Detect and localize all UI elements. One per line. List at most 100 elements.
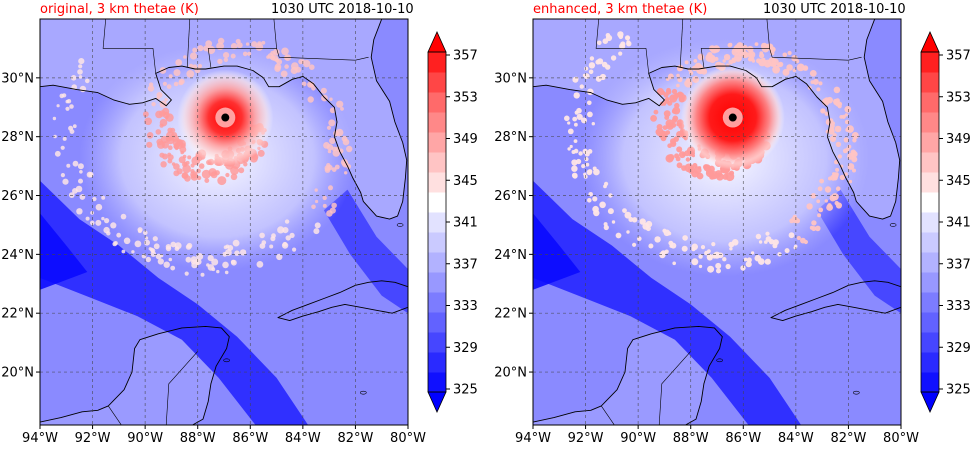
left-panel-time: 1030 UTC 2018-10-10	[271, 2, 414, 17]
cuba-coastline	[770, 280, 901, 322]
colorbar-tick-label: 341	[453, 216, 478, 231]
colorbar-bin	[921, 72, 939, 93]
colorbar-over-arrow	[427, 31, 447, 53]
colorbar-bin	[921, 332, 939, 353]
right-panel-title: enhanced, 3 km thetae (K)	[533, 2, 708, 17]
x-tick-label: 86°W	[232, 431, 268, 446]
colorbar-under-arrow	[920, 391, 940, 413]
y-tick-label: 22°N	[494, 307, 527, 322]
right-map-panel: 94°W 92°W 90°W 88°W 86°W 84°W 82°W 80°W 20°N 22°N…	[494, 18, 919, 446]
x-tick-label: 94°W	[22, 431, 58, 446]
x-tick-label: 90°W	[127, 431, 163, 446]
colorbar-tick-label: 333	[946, 299, 971, 314]
colorbar-over-arrow	[920, 31, 940, 53]
right-colorbar: 325 329 333 337 341 345 349 353 357	[920, 31, 971, 413]
colorbar-tick-label: 349	[946, 132, 971, 147]
colorbar-bin	[921, 192, 939, 213]
y-tick-label: 30°N	[494, 71, 527, 86]
left-colorbar: 325 329 333 337 341 345 349 353 357	[427, 31, 478, 413]
y-tick-label: 20°N	[1, 366, 34, 381]
colorbar-tick-label: 345	[453, 174, 478, 189]
y-tick-label: 22°N	[1, 307, 34, 322]
x-tick-label: 84°W	[285, 431, 321, 446]
y-tick-label: 24°N	[494, 248, 527, 263]
y-tick-label: 24°N	[1, 248, 34, 263]
y-tick-label: 28°N	[1, 130, 34, 145]
storm-eye-marker	[221, 113, 230, 122]
left-panel-title: original, 3 km thetae (K)	[40, 2, 199, 17]
colorbar-bin	[428, 372, 446, 393]
colorbar-bin	[428, 132, 446, 153]
map-frame	[39, 18, 409, 426]
cuba-coastline	[277, 280, 408, 322]
colorbar-bin	[921, 252, 939, 273]
x-tick-label: 88°W	[673, 431, 709, 446]
colorbar-tick-label: 337	[946, 257, 971, 272]
colorbar-bin	[428, 272, 446, 293]
colorbar-bin	[428, 252, 446, 273]
colorbar-tick-label: 349	[453, 132, 478, 147]
colorbar-bin	[428, 332, 446, 353]
colorbar-bin	[428, 292, 446, 313]
colorbar-bin	[921, 312, 939, 333]
colorbar-bin	[428, 312, 446, 333]
colorbar-under-arrow	[427, 391, 447, 413]
colorbar-bin	[428, 72, 446, 93]
x-tick-label: 88°W	[180, 431, 216, 446]
x-tick-label: 92°W	[568, 431, 604, 446]
colorbar-bin	[921, 172, 939, 193]
colorbar-tick-label: 357	[946, 49, 971, 64]
yucatan-coastline	[40, 325, 230, 425]
gulf-coastline	[533, 65, 901, 220]
colorbar-tick-label: 341	[946, 216, 971, 231]
gulf-coastline	[40, 65, 408, 220]
colorbar-bin	[428, 92, 446, 113]
colorbar-bin	[921, 372, 939, 393]
colorbar-bin	[428, 192, 446, 213]
x-tick-label: 84°W	[778, 431, 814, 446]
x-tick-label: 86°W	[725, 431, 761, 446]
colorbar-tick-label: 353	[453, 90, 478, 105]
colorbar-tick-label: 353	[946, 90, 971, 105]
colorbar-bin	[428, 352, 446, 373]
colorbar-tick-label: 329	[453, 341, 478, 356]
colorbar-tick-label: 333	[453, 299, 478, 314]
colorbar-tick-label: 325	[453, 383, 478, 398]
colorbar-bin	[921, 352, 939, 373]
y-tick-label: 28°N	[494, 130, 527, 145]
colorbar-bin	[428, 212, 446, 233]
yucatan-coastline	[533, 325, 723, 425]
colorbar-bin	[921, 52, 939, 73]
colorbar-bin	[921, 92, 939, 113]
x-tick-label: 80°W	[390, 431, 426, 446]
x-tick-label: 90°W	[620, 431, 656, 446]
colorbar-bin	[428, 172, 446, 193]
storm-eye-marker	[728, 113, 737, 122]
colorbar-tick-label: 337	[453, 257, 478, 272]
y-tick-label: 26°N	[494, 189, 527, 204]
y-tick-label: 20°N	[494, 366, 527, 381]
y-tick-label: 30°N	[1, 71, 34, 86]
colorbar-bin	[428, 152, 446, 173]
colorbar-bin	[921, 152, 939, 173]
colorbar-bin	[921, 132, 939, 153]
colorbar-tick-label: 357	[453, 49, 478, 64]
colorbar-bin	[428, 232, 446, 253]
colorbar-tick-label: 329	[946, 341, 971, 356]
x-tick-label: 82°W	[830, 431, 866, 446]
colorbar-bin	[921, 292, 939, 313]
colorbar-bin	[921, 232, 939, 253]
y-tick-label: 26°N	[1, 189, 34, 204]
map-frame	[532, 18, 902, 426]
x-tick-label: 94°W	[515, 431, 551, 446]
right-panel-time: 1030 UTC 2018-10-10	[763, 2, 906, 17]
x-tick-label: 82°W	[337, 431, 373, 446]
colorbar-bin	[428, 112, 446, 133]
colorbar-tick-label: 325	[946, 383, 971, 398]
colorbar-bin	[428, 52, 446, 73]
colorbar-bin	[921, 112, 939, 133]
left-map-panel: 94°W 92°W 90°W 88°W 86°W 84°W 82°W 80°W 20°N 22°N…	[1, 18, 426, 446]
x-tick-label: 80°W	[883, 431, 919, 446]
colorbar-bin	[921, 212, 939, 233]
